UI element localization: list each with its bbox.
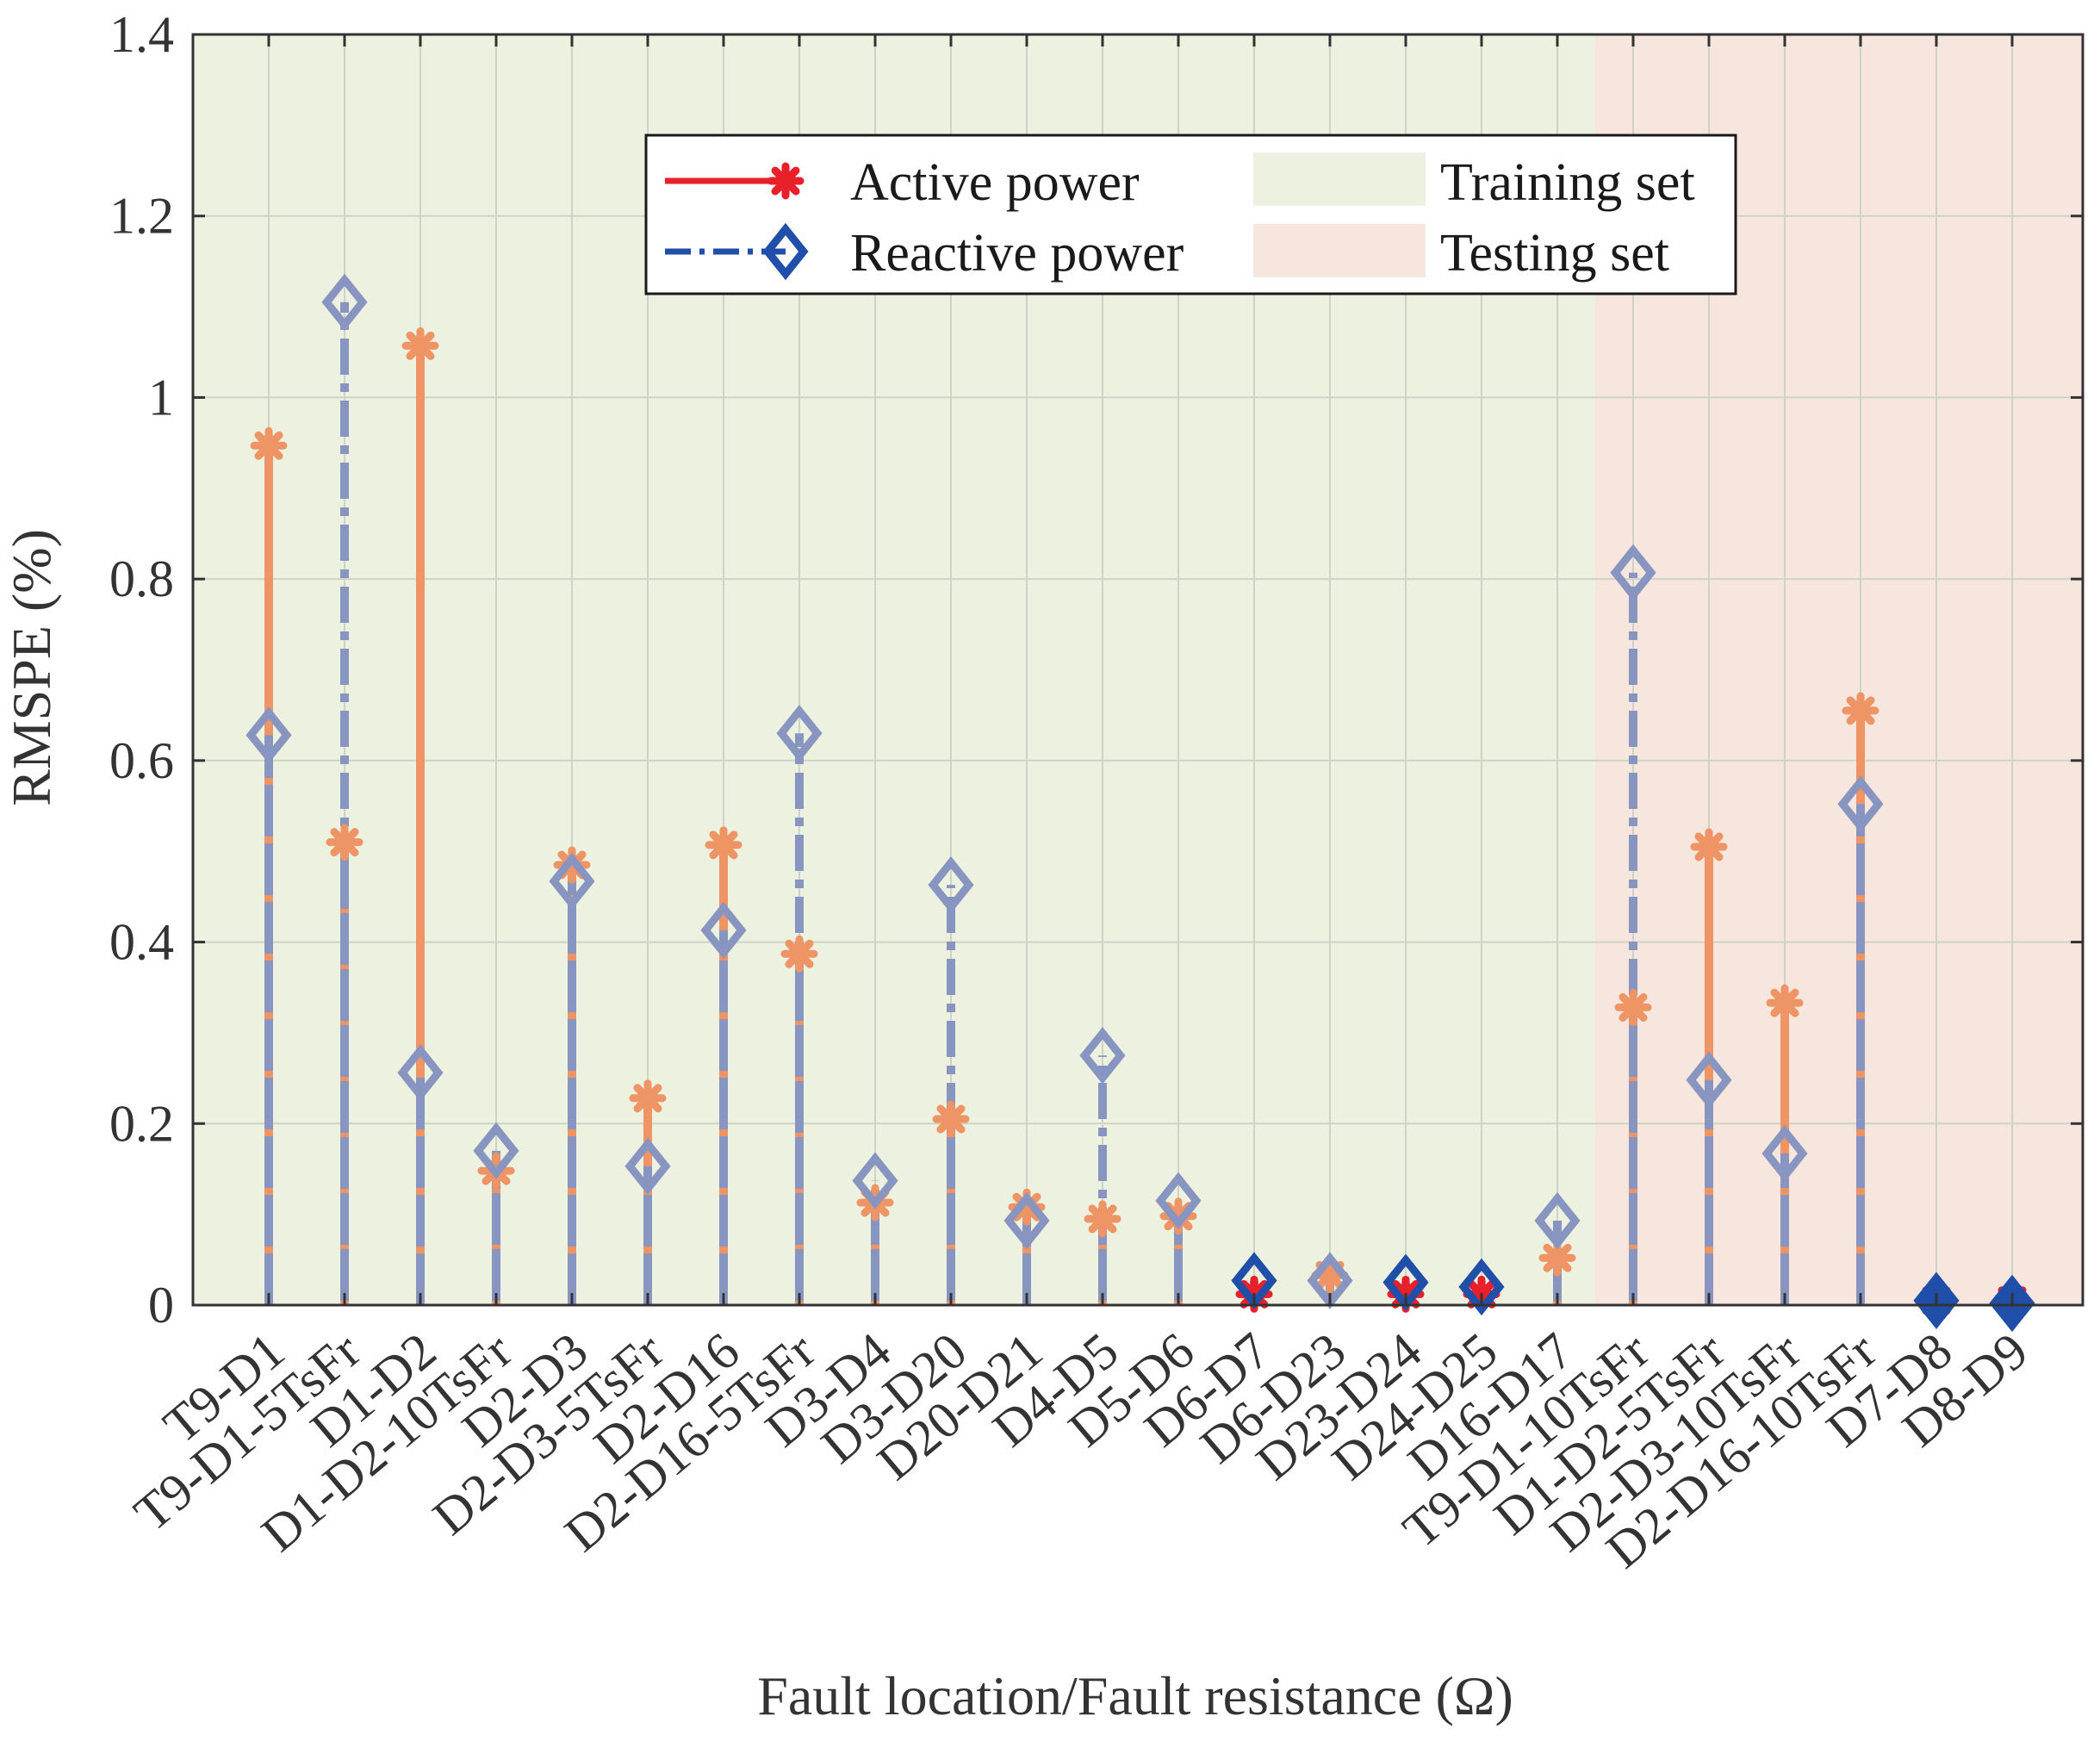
active-power-marker bbox=[932, 1100, 970, 1138]
active-power-marker bbox=[1084, 1200, 1121, 1238]
active-power-marker bbox=[1766, 984, 1804, 1022]
reactive-power-marker bbox=[624, 1137, 671, 1196]
legend-active-power: Active power bbox=[665, 153, 1140, 212]
y-axis-title: RMSPE (%) bbox=[1, 529, 62, 806]
asterisk-stroke bbox=[254, 431, 283, 460]
asterisk-stroke bbox=[709, 830, 738, 860]
y-tick-label: 1.2 bbox=[109, 188, 174, 245]
reactive-power-marker bbox=[1610, 544, 1656, 601]
plot-frame bbox=[191, 33, 2084, 1307]
reactive-power-marker bbox=[1761, 1124, 1808, 1183]
legend-testing-set: Testing set bbox=[1253, 224, 1669, 283]
legend-reactive-power: Reactive power bbox=[665, 222, 1184, 283]
legend: Active power Reactive power Training set… bbox=[644, 134, 1737, 295]
active-power-marker bbox=[1614, 988, 1652, 1026]
ticks-layer: 00.20.40.60.811.21.4T9-D1T9-D1-5TsFrD1-D… bbox=[109, 6, 2083, 1579]
reactive-power-marker bbox=[549, 852, 595, 911]
asterisk-stroke bbox=[406, 331, 435, 360]
reactive-power-marker bbox=[1837, 775, 1884, 833]
legend-active-label: Active power bbox=[850, 153, 1140, 212]
asterisk-stroke bbox=[1846, 696, 1875, 725]
reactive-power-marker bbox=[1534, 1191, 1581, 1250]
legend-active-marker bbox=[767, 162, 805, 200]
active-power-marker bbox=[1690, 828, 1728, 866]
active-power-marker bbox=[250, 426, 288, 464]
asterisk-stroke bbox=[785, 939, 814, 968]
reactive-power-marker bbox=[776, 705, 823, 762]
y-tick-label: 1 bbox=[148, 369, 174, 426]
legend-training-label: Training set bbox=[1440, 153, 1695, 212]
reactive-power-marker bbox=[321, 273, 368, 332]
stems-layer bbox=[264, 302, 2016, 1305]
reactive-power-marker bbox=[245, 706, 292, 764]
reactive-power-marker bbox=[1458, 1258, 1505, 1316]
legend-diamond bbox=[762, 222, 809, 281]
y-tick-label: 0.4 bbox=[109, 914, 174, 971]
legend-reactive-label: Reactive power bbox=[850, 224, 1184, 283]
reactive-power-marker bbox=[928, 855, 974, 914]
asterisk-stroke bbox=[330, 828, 359, 857]
legend-box bbox=[644, 134, 1737, 295]
y-tick-label: 0.8 bbox=[109, 550, 174, 607]
reactive-power-marker bbox=[1155, 1172, 1202, 1230]
reactive-power-marker bbox=[852, 1152, 898, 1209]
reactive-power-marker bbox=[397, 1044, 444, 1102]
asterisk-stroke bbox=[936, 1104, 966, 1134]
legend-testing-swatch bbox=[1253, 224, 1426, 277]
legend-asterisk bbox=[767, 162, 805, 200]
reactive-power-marker bbox=[1079, 1027, 1126, 1085]
active-power-marker bbox=[326, 824, 363, 861]
active-power-marker bbox=[1538, 1239, 1576, 1277]
reactive-power-marker bbox=[1003, 1191, 1050, 1250]
asterisk-stroke bbox=[1088, 1204, 1117, 1234]
legend-reactive-marker bbox=[762, 222, 809, 281]
asterisk-stroke bbox=[1543, 1243, 1572, 1272]
asterisk-stroke bbox=[771, 166, 800, 196]
asterisk-stroke bbox=[1618, 992, 1648, 1022]
legend-training-swatch bbox=[1253, 152, 1426, 206]
active-power-marker bbox=[629, 1079, 667, 1117]
active-power-marker bbox=[705, 826, 742, 864]
y-tick-label: 0.2 bbox=[109, 1095, 174, 1152]
active-power-marker bbox=[780, 935, 818, 973]
x-axis-title: Fault location/Fault resistance (Ω) bbox=[757, 1665, 1513, 1726]
axes-layer bbox=[191, 33, 2084, 1307]
asterisk-stroke bbox=[1770, 988, 1799, 1017]
reactive-power-marker bbox=[1686, 1051, 1732, 1109]
legend-testing-label: Testing set bbox=[1440, 224, 1669, 283]
reactive-power-marker bbox=[700, 901, 747, 960]
active-power-marker bbox=[1842, 692, 1879, 730]
active-power-marker bbox=[401, 326, 439, 364]
reactive-power-marker bbox=[473, 1122, 519, 1180]
markers-layer bbox=[245, 273, 2035, 1333]
asterisk-stroke bbox=[1694, 832, 1724, 861]
y-tick-label: 1.4 bbox=[109, 6, 174, 63]
asterisk-stroke bbox=[1012, 1192, 1041, 1222]
y-tick-label: 0.6 bbox=[109, 732, 174, 789]
asterisk-stroke bbox=[633, 1084, 662, 1113]
legend-training-set: Training set bbox=[1253, 152, 1695, 212]
y-tick-label: 0 bbox=[148, 1277, 174, 1334]
